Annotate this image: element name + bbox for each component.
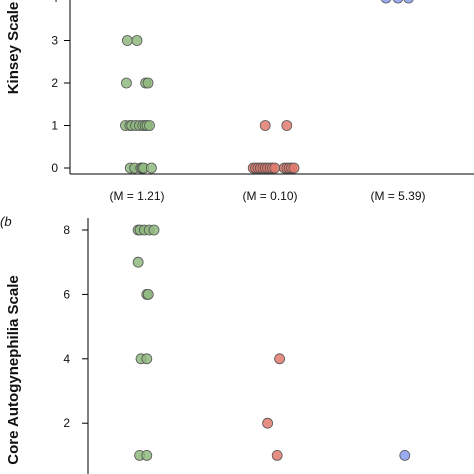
data-point-group1 xyxy=(142,77,154,89)
data-point-group1 xyxy=(121,77,132,89)
data-point-group2 xyxy=(271,449,283,461)
group-label-3: (M = 5.39) xyxy=(370,189,425,203)
panel-b-y-axis-title: Core Autogynephilia Scale xyxy=(5,275,22,465)
y-tick-label: 6 xyxy=(63,287,70,301)
y-tick-label: 1 xyxy=(51,119,58,133)
y-tick-label: 2 xyxy=(51,76,58,90)
data-point-group1 xyxy=(141,353,153,365)
data-point-group1 xyxy=(122,35,133,46)
panel-b: (b Core Autogynephilia Scale 2 4 6 8 xyxy=(0,214,411,474)
data-point-group2 xyxy=(262,417,274,429)
data-point-group1 xyxy=(131,35,143,46)
data-point-group3 xyxy=(392,0,404,4)
group-label-2: (M = 0.10) xyxy=(242,189,297,203)
data-point-group1 xyxy=(142,288,154,300)
data-point-group2 xyxy=(259,120,271,131)
y-tick-label: 0 xyxy=(51,161,58,175)
data-point-group2 xyxy=(281,120,293,131)
data-point-group2 xyxy=(288,162,300,174)
y-tick-label: 8 xyxy=(63,223,70,237)
y-tick-label: 4 xyxy=(63,352,70,366)
data-point-group1 xyxy=(148,224,160,236)
data-point-group3 xyxy=(403,0,414,4)
data-point-group1 xyxy=(145,162,157,174)
data-point-group1 xyxy=(132,256,144,268)
data-point-group3 xyxy=(380,0,392,4)
y-tick-label: 3 xyxy=(51,34,58,48)
panel-a: Kinsey Scale 0 1 2 3 4 (M = 1.21) (M = 0.10)… xyxy=(5,0,474,203)
group-label-1: (M = 1.21) xyxy=(109,189,164,203)
data-point-group1 xyxy=(144,120,155,131)
panel-b-tag: (b xyxy=(0,214,12,229)
panel-a-y-axis-title: Kinsey Scale xyxy=(5,2,22,95)
y-tick-label: 2 xyxy=(63,416,70,430)
y-tick-label: 4 xyxy=(51,0,58,5)
data-point-group2 xyxy=(269,162,281,174)
data-point-group3 xyxy=(399,449,411,461)
data-point-group2 xyxy=(274,353,286,365)
data-point-group1 xyxy=(141,449,153,461)
